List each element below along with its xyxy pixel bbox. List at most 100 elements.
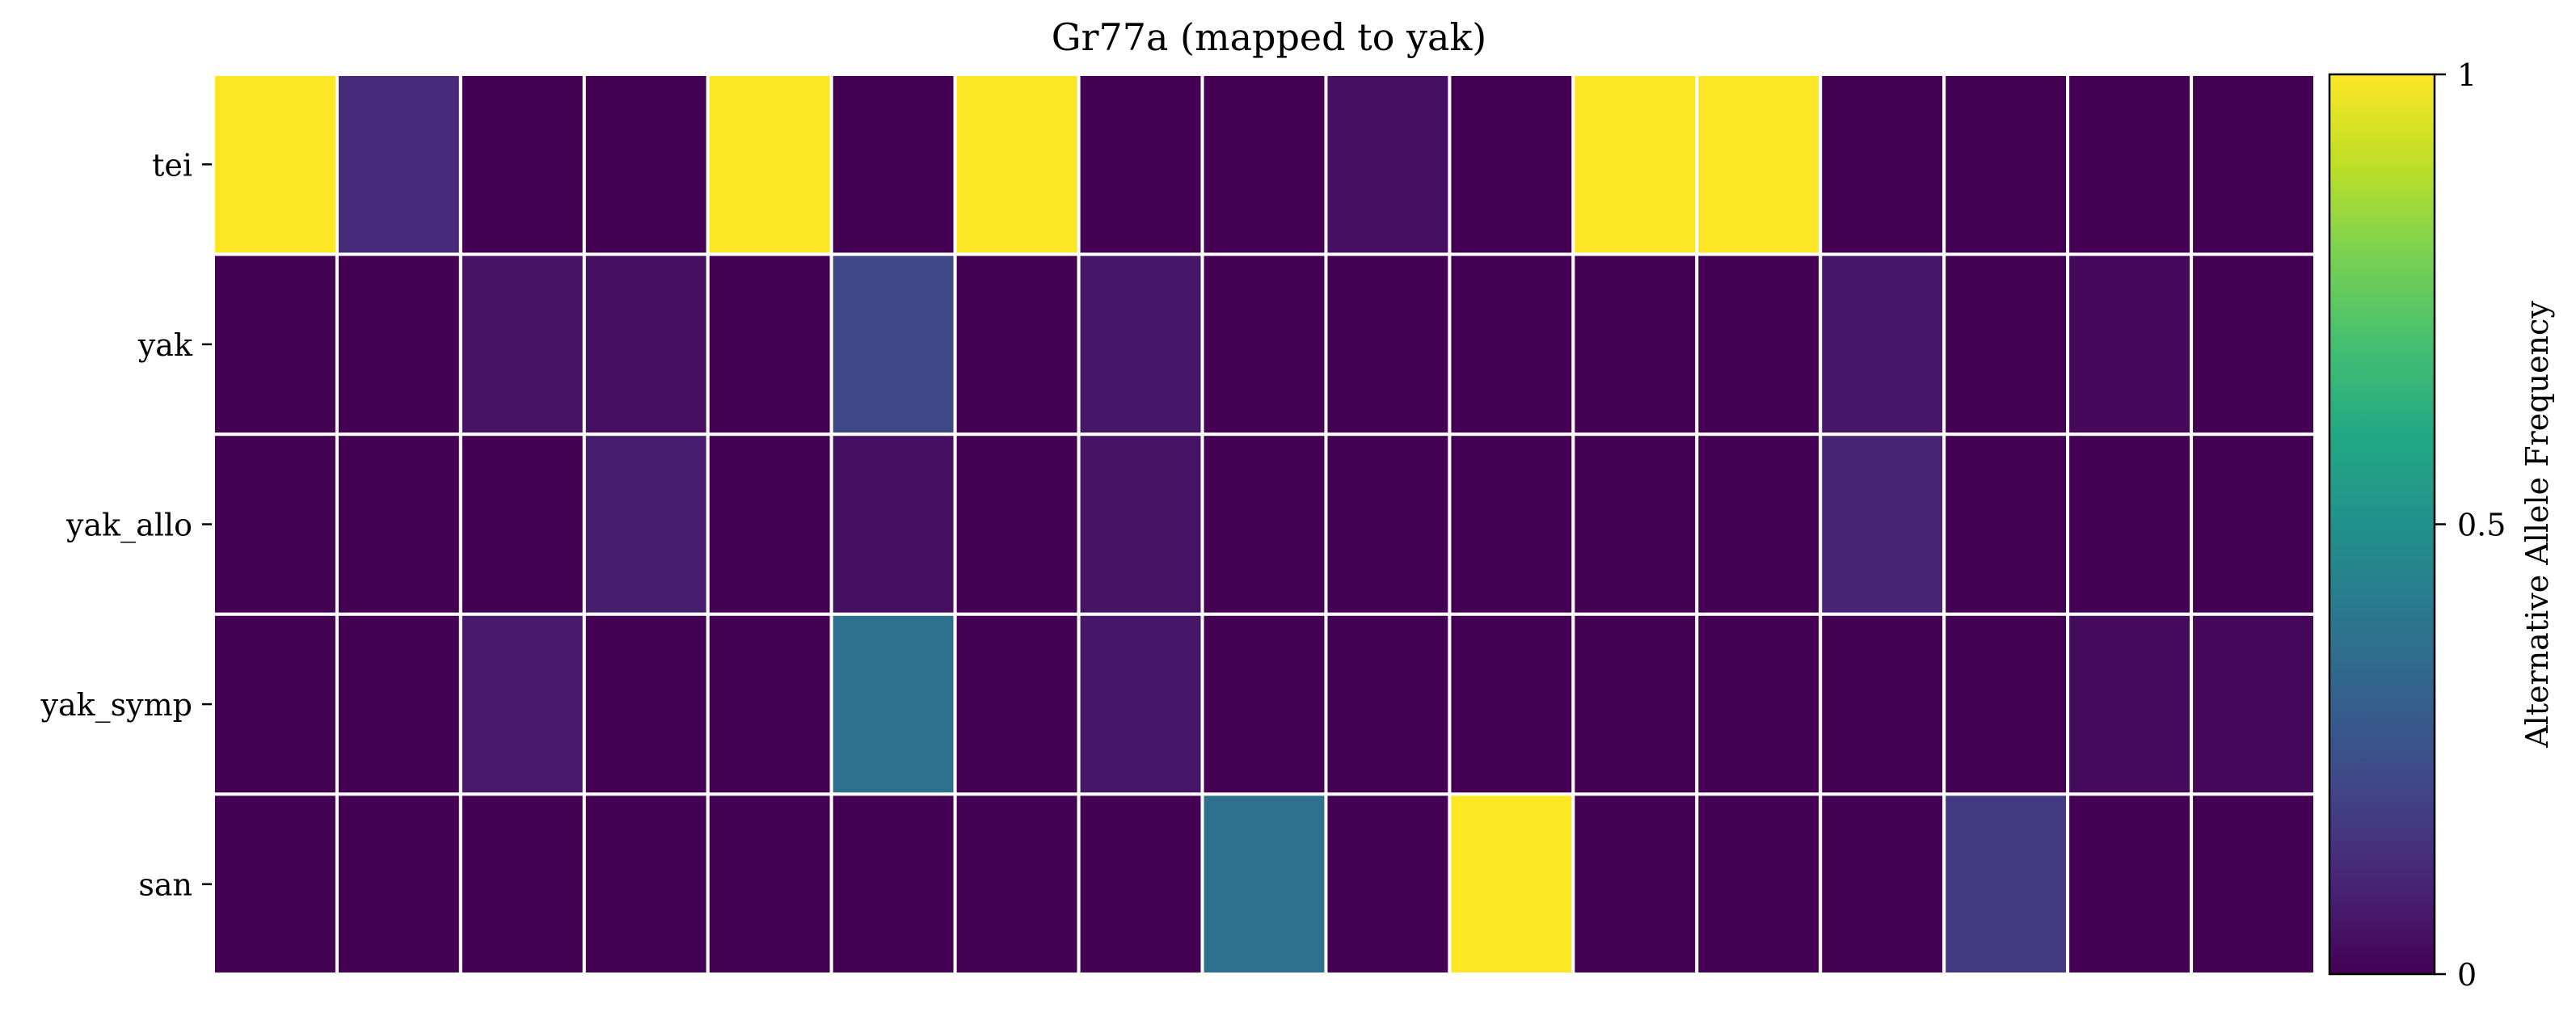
heatmap-cell bbox=[2190, 432, 2317, 616]
heatmap-cell bbox=[1942, 73, 2070, 256]
heatmap-cell bbox=[953, 612, 1081, 796]
heatmap-cell bbox=[582, 612, 710, 796]
heatmap-cell bbox=[706, 432, 833, 616]
heatmap-cell bbox=[1448, 252, 1575, 437]
heatmap-cell bbox=[706, 792, 833, 977]
heatmap-cell bbox=[1077, 252, 1204, 437]
heatmap-cell bbox=[1819, 432, 1946, 616]
heatmap-cell bbox=[212, 73, 339, 256]
heatmap-cell bbox=[582, 252, 710, 437]
heatmap-cell bbox=[458, 252, 586, 437]
heatmap-cell bbox=[1819, 612, 1946, 796]
heatmap-cell bbox=[1571, 792, 1699, 977]
heatmap-cell bbox=[2066, 792, 2194, 977]
heatmap-cell bbox=[706, 73, 833, 256]
heatmap-cell bbox=[1077, 73, 1204, 256]
heatmap-cell bbox=[1819, 792, 1946, 977]
heatmap-cell bbox=[1695, 252, 1823, 437]
heatmap-cell bbox=[458, 612, 586, 796]
heatmap-cell bbox=[829, 73, 957, 256]
heatmap-cell bbox=[1324, 612, 1452, 796]
heatmap-cell bbox=[1942, 252, 2070, 437]
heatmap-cell bbox=[2190, 792, 2317, 977]
heatmap-cell bbox=[1571, 612, 1699, 796]
colorbar-label: Alternative Allele Frequency bbox=[2519, 301, 2555, 749]
heatmap-cell bbox=[335, 252, 462, 437]
heatmap-cell bbox=[2190, 73, 2317, 256]
row-label: yak_allo bbox=[65, 508, 192, 544]
heatmap-cell bbox=[1200, 252, 1328, 437]
heatmap-cell bbox=[582, 432, 710, 616]
colorbar-tick-label: 0 bbox=[2457, 957, 2477, 993]
heatmap-cell bbox=[335, 432, 462, 616]
heatmap-cell bbox=[458, 432, 586, 616]
heatmap-cell bbox=[706, 612, 833, 796]
heatmap-cell bbox=[1324, 73, 1452, 256]
heatmap-cell bbox=[458, 792, 586, 977]
heatmap-cell bbox=[582, 792, 710, 977]
heatmap-cell bbox=[1695, 432, 1823, 616]
heatmap-cell bbox=[1942, 612, 2070, 796]
heatmap-cell bbox=[2190, 612, 2317, 796]
heatmap-cell bbox=[953, 252, 1081, 437]
heatmap-cell bbox=[1942, 792, 2070, 977]
heatmap-cell bbox=[212, 432, 339, 616]
row-label: tei bbox=[152, 147, 192, 183]
heatmap-cell bbox=[335, 792, 462, 977]
row-label: san bbox=[138, 867, 192, 903]
colorbar: 0 0.5 1 Alternative Allele Frequency bbox=[2328, 57, 2555, 993]
heatmap-cell bbox=[1695, 612, 1823, 796]
heatmap-cell bbox=[953, 792, 1081, 977]
heatmap-cell bbox=[335, 612, 462, 796]
heatmap-cell bbox=[706, 252, 833, 437]
colorbar-gradient bbox=[2328, 73, 2436, 976]
heatmap-cell bbox=[829, 792, 957, 977]
heatmap-cell bbox=[1200, 73, 1328, 256]
heatmap-cell bbox=[953, 73, 1081, 256]
heatmap-cell bbox=[212, 792, 339, 977]
heatmap-cell bbox=[1324, 432, 1452, 616]
colorbar-tick-label: 0.5 bbox=[2457, 508, 2506, 543]
heatmap-cell bbox=[2066, 612, 2194, 796]
heatmap-cell bbox=[1200, 432, 1328, 616]
heatmap-cell bbox=[458, 73, 586, 256]
heatmap-cell bbox=[212, 612, 339, 796]
heatmap-cell bbox=[212, 252, 339, 437]
heatmap-cell bbox=[1077, 792, 1204, 977]
heatmap-cell bbox=[1200, 612, 1328, 796]
heatmap-cell bbox=[1448, 73, 1575, 256]
heatmap-cell bbox=[829, 252, 957, 437]
heatmap-cell bbox=[1695, 73, 1823, 256]
heatmap-cell bbox=[1077, 612, 1204, 796]
heatmap-cell bbox=[1819, 73, 1946, 256]
heatmap-cell bbox=[1448, 792, 1575, 977]
heatmap-cell bbox=[1942, 432, 2070, 616]
heatmap-cell bbox=[2066, 73, 2194, 256]
heatmap-cell bbox=[2066, 432, 2194, 616]
heatmap-cell bbox=[829, 432, 957, 616]
heatmap-cell bbox=[1571, 432, 1699, 616]
colorbar-tick-label: 1 bbox=[2457, 57, 2477, 93]
heatmap-cell bbox=[1448, 432, 1575, 616]
heatmap-cell bbox=[1695, 792, 1823, 977]
heatmap-cell bbox=[1571, 252, 1699, 437]
heatmap-cell bbox=[829, 612, 957, 796]
heatmap-cell bbox=[1819, 252, 1946, 437]
heatmap-cell bbox=[1324, 252, 1452, 437]
heatmap-cell bbox=[1324, 792, 1452, 977]
heatmap-cell bbox=[2190, 252, 2317, 437]
heatmap-cell bbox=[1077, 432, 1204, 616]
chart-title: Gr77a (mapped to yak) bbox=[1052, 15, 1487, 59]
heatmap-cell bbox=[1200, 792, 1328, 977]
heatmap-cell bbox=[335, 73, 462, 256]
row-label: yak_symp bbox=[40, 687, 192, 724]
heatmap-cell bbox=[2066, 252, 2194, 437]
heatmap-cell bbox=[1571, 73, 1699, 256]
heatmap-cell bbox=[582, 73, 710, 256]
row-label: yak bbox=[137, 327, 193, 363]
heatmap-cell bbox=[953, 432, 1081, 616]
heatmap-cell bbox=[1448, 612, 1575, 796]
